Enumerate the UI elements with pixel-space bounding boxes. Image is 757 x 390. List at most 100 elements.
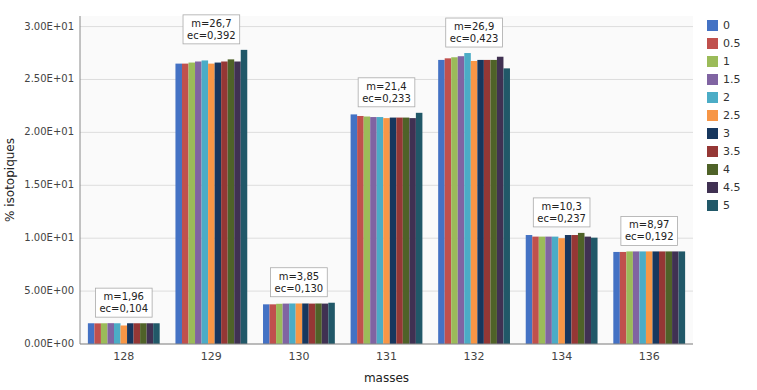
x-tick-label: 132 <box>464 350 485 363</box>
bar <box>263 304 270 344</box>
legend-swatch <box>707 200 718 211</box>
bar <box>545 237 552 344</box>
legend-swatch <box>707 56 718 67</box>
y-grid <box>80 27 693 344</box>
legend-label: 4 <box>723 163 730 176</box>
bar <box>182 64 189 344</box>
annotation: m=26,9ec=0,423 <box>446 18 503 47</box>
legend-item: 3.5 <box>707 145 741 158</box>
legend-swatch <box>707 92 718 103</box>
y-axis-label: % isotopiques <box>3 138 17 222</box>
legend-label: 2 <box>723 91 730 104</box>
annotation: m=21,4ec=0,233 <box>358 78 415 107</box>
x-axis-line <box>80 344 693 345</box>
bar <box>396 118 403 344</box>
legend-item: 0.5 <box>707 37 741 50</box>
y-tick-label: 3.00E+01 <box>24 21 74 32</box>
legend-swatch <box>707 110 718 121</box>
bar <box>458 56 465 344</box>
bar <box>613 252 620 344</box>
legend-item: 0 <box>707 19 730 32</box>
annotation-box <box>183 15 240 44</box>
annotation-line: ec=0,392 <box>187 30 236 41</box>
legend-label: 0 <box>723 19 730 32</box>
bar <box>101 323 108 344</box>
y-axis-line <box>80 16 81 344</box>
bar <box>377 117 384 344</box>
bar <box>127 323 134 344</box>
legend-item: 4 <box>707 163 730 176</box>
legend-label: 2.5 <box>723 109 741 122</box>
x-tick-label: 130 <box>288 350 309 363</box>
legend-item: 2 <box>707 91 730 104</box>
bar <box>88 323 95 344</box>
bar <box>552 237 559 344</box>
bar <box>221 61 228 344</box>
bar <box>383 118 390 344</box>
annotation-line: ec=0,130 <box>275 283 324 294</box>
bar <box>208 64 215 344</box>
bar <box>438 60 445 344</box>
annotation: m=3,85ec=0,130 <box>271 268 328 297</box>
annotation-text: m=26,7ec=0,392 <box>187 18 236 41</box>
annotation: m=8,97ec=0,192 <box>621 216 678 245</box>
bar <box>409 118 416 344</box>
bar <box>471 61 478 344</box>
x-tick-label: 131 <box>376 350 397 363</box>
bar <box>215 63 222 344</box>
bar <box>357 116 364 344</box>
bar <box>445 58 452 344</box>
bar <box>228 59 235 344</box>
chart: 0.00E+005.00E+001.00E+011.50E+012.00E+01… <box>0 0 757 390</box>
annotation-text: m=10,3ec=0,237 <box>537 201 586 224</box>
bar <box>571 235 578 344</box>
bar <box>153 323 160 344</box>
x-tick-label: 136 <box>639 350 660 363</box>
bar <box>289 303 296 344</box>
bar <box>140 323 147 344</box>
annotation-box <box>446 18 503 47</box>
bar <box>659 251 666 344</box>
bar <box>484 60 491 344</box>
legend-item: 2.5 <box>707 109 741 122</box>
annotation: m=1,96ec=0,104 <box>95 288 152 317</box>
bar <box>315 303 322 344</box>
bar <box>351 114 358 344</box>
bar <box>451 57 458 344</box>
bar <box>620 252 627 344</box>
bar <box>558 238 565 344</box>
legend-label: 1 <box>723 55 730 68</box>
bar <box>370 117 377 344</box>
bar <box>539 237 546 344</box>
bar <box>679 251 686 344</box>
bar <box>189 63 196 344</box>
bar <box>296 303 303 344</box>
legend-label: 3.5 <box>723 145 741 158</box>
annotation-box <box>358 78 415 107</box>
legend-swatch <box>707 146 718 157</box>
bar <box>322 304 329 344</box>
bar <box>121 325 128 344</box>
bar <box>578 233 585 344</box>
annotation-line: m=26,9 <box>454 21 494 32</box>
bar <box>584 237 591 344</box>
bar <box>195 61 202 344</box>
bar <box>202 60 209 344</box>
legend-label: 4.5 <box>723 181 741 194</box>
annotation-line: ec=0,233 <box>362 93 411 104</box>
legend-item: 1 <box>707 55 730 68</box>
legend-item: 4.5 <box>707 181 741 194</box>
bar <box>328 303 335 344</box>
bar <box>403 118 410 344</box>
annotation-line: ec=0,237 <box>537 213 586 224</box>
annotation-box <box>533 198 590 227</box>
annotation-box <box>271 268 328 297</box>
bar <box>283 304 290 344</box>
y-tick-label: 2.50E+01 <box>24 73 74 84</box>
bar <box>114 323 121 344</box>
annotation-text: m=1,96ec=0,104 <box>99 291 148 314</box>
bar <box>477 60 484 344</box>
plot-area <box>80 16 693 344</box>
annotation-text: m=21,4ec=0,233 <box>362 81 411 104</box>
annotation: m=10,3ec=0,237 <box>533 198 590 227</box>
